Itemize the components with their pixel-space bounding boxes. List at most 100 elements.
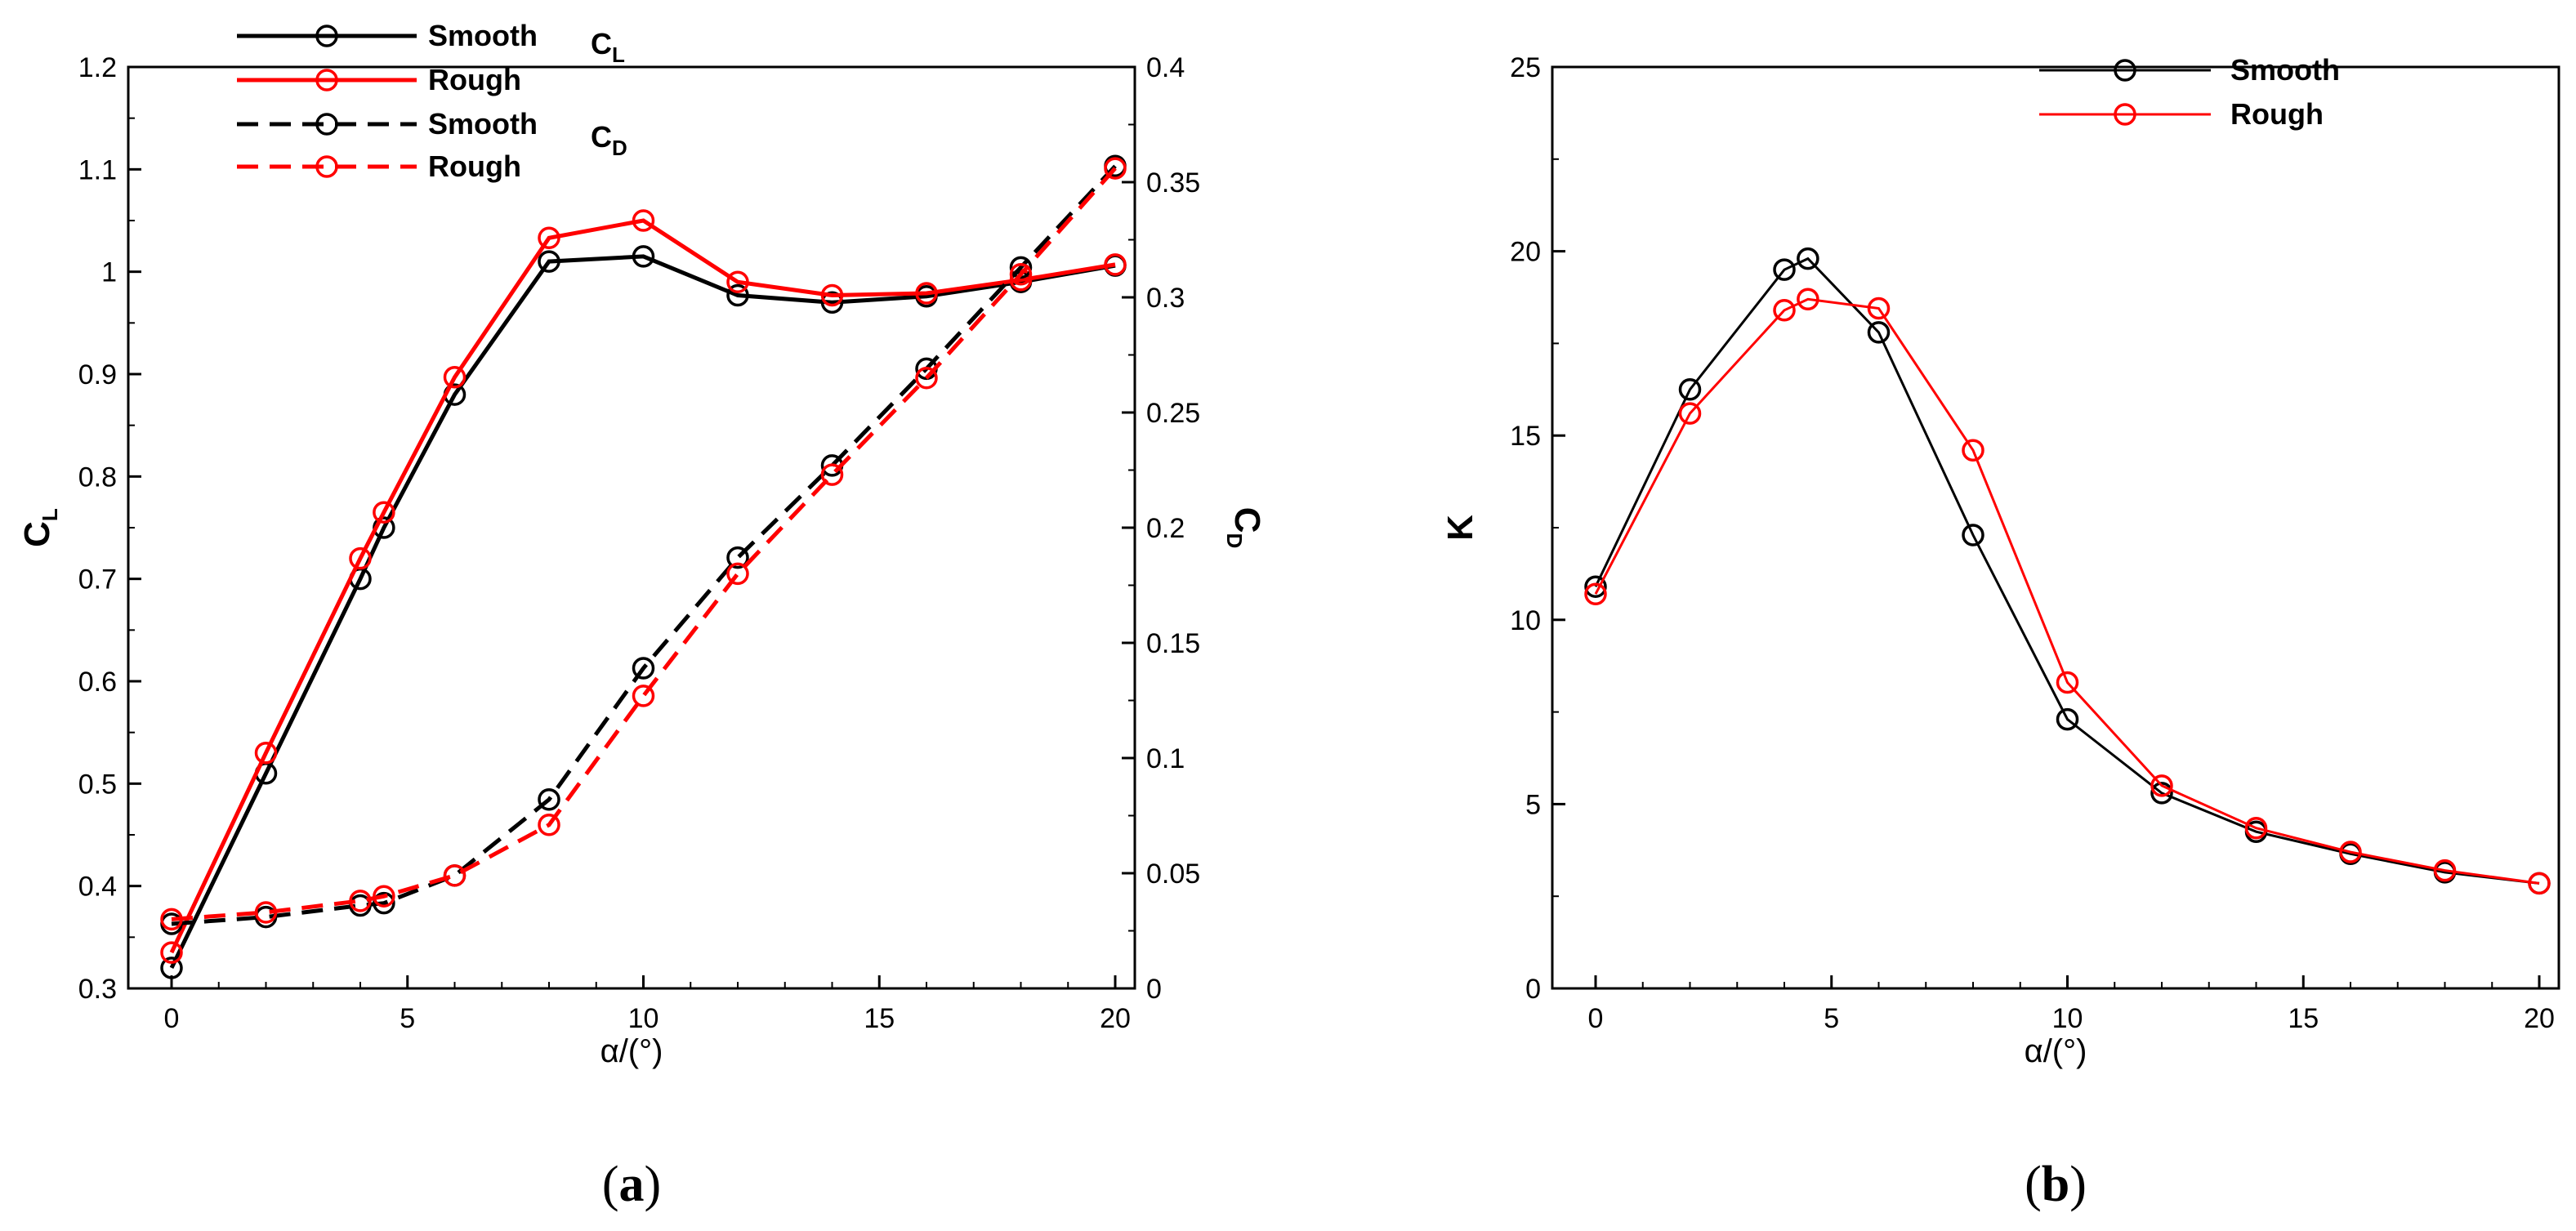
panel-a-y-right-tick-label: 0.2 <box>1146 513 1185 544</box>
panel-a-y-left-tick-label: 0.8 <box>78 462 117 493</box>
panel-b-x-tick-label: 20 <box>2524 1003 2555 1034</box>
panel-a-legend-1-swatch-marker <box>315 69 338 91</box>
legend-group-cd-sub: D <box>612 136 627 160</box>
panel-b-plot-frame <box>1551 65 2560 990</box>
panel-b-series-0-point <box>2150 782 2173 805</box>
panel-a-y-right-tick-label: 0.25 <box>1146 398 1200 429</box>
panel-b-legend-1-label: Rough <box>2230 97 2324 131</box>
panel-a-series-1-point <box>443 366 467 389</box>
panel-a-y-right-tick-label: 0.3 <box>1146 283 1185 314</box>
panel-b-x-ticks: 0 5 10 15 20 <box>1588 975 2555 1034</box>
panel-b-series-0-point <box>1678 378 1702 401</box>
panel-b-label-letter: b <box>2042 1157 2069 1212</box>
panel-a-series-0-line <box>169 254 1116 969</box>
panel-a-series-3-point <box>632 685 655 707</box>
panel-b-series-1-point <box>1867 297 1891 320</box>
panel-a-x-tick-label: 10 <box>628 1003 659 1034</box>
panel-a-y-axis-title-left: CL <box>17 508 62 547</box>
panel-a-label-letter: a <box>619 1157 645 1212</box>
panel-a-y-left-tick-label: 0.4 <box>78 872 117 903</box>
panel-a-series-2-line <box>171 164 1117 926</box>
panel-a-y-right-tick-label: 0.1 <box>1146 743 1185 774</box>
panel-b-series-1-point <box>1678 402 1702 425</box>
panel-a-series-3-point <box>915 366 938 390</box>
panel-b-y-tick-label: 10 <box>1510 605 1541 636</box>
panel-a-legend-3-label: Rough <box>428 149 521 183</box>
panel-a-plot-frame <box>127 65 1136 990</box>
panel-a-y-right-tick-label: 0.15 <box>1146 628 1200 659</box>
panel-a-series-1-point <box>373 501 395 524</box>
panel-a-y-left-tick-label: 0.7 <box>78 564 117 595</box>
panel-a-series-1-point <box>349 546 372 570</box>
panel-b-y-tick-label: 0 <box>1525 974 1541 1005</box>
panel-b-y-tick-label: 15 <box>1510 421 1541 452</box>
panel-b-series-1-point <box>1584 582 1607 605</box>
panel-a-y-title-left-main: C <box>17 521 57 547</box>
panel-a-series-3-point <box>820 463 844 486</box>
panel-a-y-right-tick-label: 0.05 <box>1146 859 1200 890</box>
panel-b-y-tick-label: 20 <box>1510 237 1541 268</box>
panel-a-y-left-tick-label: 0.6 <box>78 667 117 698</box>
panel-a-legend-1-label: Rough <box>428 63 521 96</box>
panel-b-series-0-line <box>1594 256 2540 885</box>
panel-a-y-left-tick-label: 1 <box>101 257 117 288</box>
panel-a-series-2-point <box>538 788 560 811</box>
panel-b-series-1-point <box>1797 288 1819 311</box>
svg-text:CL: CL <box>591 27 625 67</box>
panel-a-series-1-point <box>254 741 278 765</box>
svg-text:CD: CD <box>591 120 627 160</box>
panel-a-y-title-left-sub: L <box>38 508 62 521</box>
panel-b-y-axis-title: K <box>1440 515 1480 541</box>
panel-a-legend-2-swatch-marker <box>315 113 338 136</box>
panel-a-y-left-tick-label: 1.1 <box>78 154 117 185</box>
panel-a-series-1-point <box>820 283 844 307</box>
panel-a-y-ticks-left: 0.3 0.4 0.5 0.6 0.7 0.8 0.9 1 1.1 1.2 <box>78 52 141 1005</box>
panel-a-legend-2-label: Smooth <box>428 107 538 140</box>
panel-a-y-ticks-right: 0 0.05 0.1 0.15 0.2 0.25 0.3 0.35 0.4 <box>1122 52 1200 1005</box>
panel-a-series-3-point <box>160 908 183 931</box>
panel-b-series-1-point <box>2528 872 2551 895</box>
panel-a-series-1-point <box>726 270 749 293</box>
panel-b-series-0-point <box>1962 524 1984 546</box>
panel-a-legend-0-label: Smooth <box>428 19 538 52</box>
svg-text:CL: CL <box>17 508 62 547</box>
panel-b-series <box>1584 247 2551 895</box>
panel-b-legend: Smooth Rough <box>2039 53 2340 131</box>
panel-a-series-0-point <box>632 245 655 268</box>
panel-b-series-0-point <box>2056 707 2079 731</box>
panel-b-y-title: K <box>1440 515 1480 541</box>
panel-a-y-title-right-main: C <box>1227 507 1267 533</box>
panel-b-series-1-point <box>2056 671 2079 694</box>
panel-a-series-1-point <box>915 282 938 305</box>
panel-a-y-title-right-sub: D <box>1222 533 1247 549</box>
legend-group-cl-main: C <box>591 27 612 60</box>
panel-b-label: (b) <box>2025 1157 2087 1212</box>
panel-a-label: (a) <box>602 1157 661 1212</box>
legend-group-cd-main: C <box>591 120 612 154</box>
panel-a-series-0-point <box>726 283 749 307</box>
panel-a-series-3-point <box>254 901 278 924</box>
panel-a-series-1-line <box>169 218 1116 954</box>
panel-b-series-1-point <box>2433 859 2457 882</box>
panel-b-series-1-point <box>2150 774 2173 797</box>
panel-a-y-left-tick-label: 1.2 <box>78 52 117 83</box>
panel-b-series-0-point <box>1773 258 1796 281</box>
panel-b-y-tick-label: 25 <box>1510 52 1541 83</box>
panel-a-series-1-point <box>160 941 183 964</box>
panel-a-series-1-point <box>538 226 560 250</box>
panel-b-x-tick-label: 15 <box>2288 1003 2319 1034</box>
panel-a-y-right-tick-label: 0 <box>1146 974 1162 1005</box>
panel-a-series-2-point <box>632 657 655 680</box>
panel-a-y-left-tick-label: 0.3 <box>78 974 117 1005</box>
panel-a-x-tick-label: 20 <box>1100 1003 1131 1034</box>
panel-a-y-left-tick-label: 0.5 <box>78 769 117 800</box>
panel-b-series-0-point <box>1797 247 1819 270</box>
legend-group-cl-sub: L <box>612 42 625 67</box>
panel-a-x-tick-label: 0 <box>164 1003 180 1034</box>
panel-a-series-0-point <box>538 250 560 273</box>
panel-a-x-tick-label: 15 <box>864 1003 895 1034</box>
panel-b-legend-0-swatch-marker <box>2114 59 2136 82</box>
panel-b-y-tick-label: 5 <box>1525 789 1541 820</box>
